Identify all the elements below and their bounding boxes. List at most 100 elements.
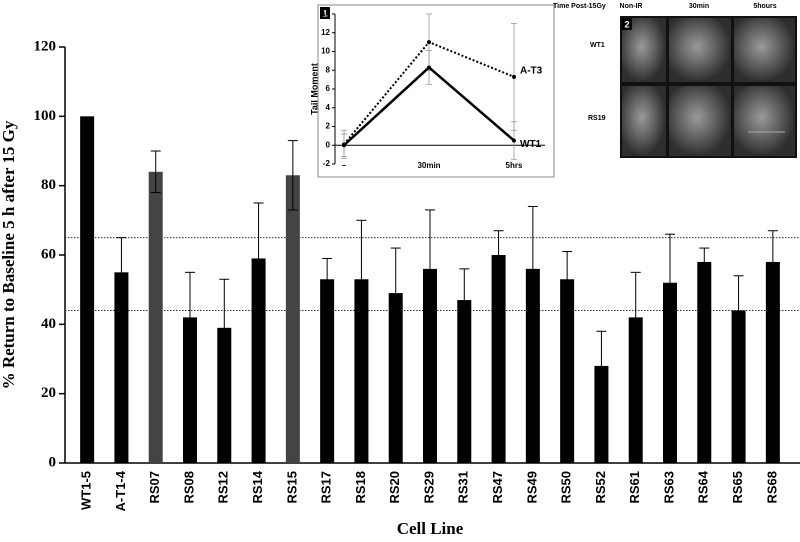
- panel-title: Time Post-15Gy: [553, 3, 606, 10]
- x-tick-label: RS18: [353, 471, 368, 504]
- bar: [114, 272, 129, 463]
- y-tick-label: 120: [34, 38, 57, 54]
- bar: [663, 282, 677, 463]
- y-tick-label: 20: [41, 385, 56, 401]
- point: [512, 74, 516, 79]
- micrograph: [622, 86, 666, 156]
- y-tick-label: 60: [41, 246, 56, 262]
- y-tick-label: 6: [326, 84, 331, 93]
- error-bar: [219, 278, 230, 377]
- y-tick-label: 14: [321, 9, 330, 18]
- x-tick-label: RS07: [147, 471, 162, 504]
- x-tick-label: 30min: [417, 161, 440, 170]
- y-tick-label: 12: [321, 28, 330, 37]
- x-tick-label: RS65: [730, 471, 745, 504]
- y-tick-label: 100: [34, 108, 57, 124]
- panel-badge: [622, 18, 632, 30]
- error-bar: [253, 202, 264, 315]
- micrograph: [734, 86, 795, 156]
- bar: [285, 175, 300, 463]
- y-axis-label: Tail Moment: [309, 63, 319, 115]
- error-bar: [562, 251, 573, 308]
- bar: [525, 268, 540, 463]
- error-bar: [356, 219, 367, 339]
- error-bar: [459, 268, 470, 332]
- error-bar: [185, 271, 195, 363]
- point: [427, 65, 431, 70]
- bar: [80, 116, 95, 463]
- panel-label: 2: [624, 19, 629, 29]
- y-tick-label: -2: [323, 159, 331, 168]
- bar: [765, 261, 780, 463]
- point: [512, 138, 516, 143]
- y-tick-label: 0: [49, 454, 57, 470]
- inset-frame: [317, 4, 555, 178]
- x-tick-label: RS49: [524, 471, 539, 504]
- x-tick-label: RS47: [490, 471, 505, 504]
- bar: [457, 300, 472, 463]
- bar: [731, 310, 746, 463]
- column-label: Non-IR: [620, 3, 643, 10]
- panel-label: 1: [322, 8, 327, 18]
- column-label: 30min: [689, 3, 709, 10]
- series-label: WT1: [520, 139, 542, 150]
- y-tick-label: 8: [326, 65, 331, 74]
- x-tick-label: 5hrs: [506, 161, 523, 170]
- y-tick-label: 80: [41, 177, 56, 193]
- x-tick-label: RS14: [250, 470, 265, 503]
- bar: [560, 279, 575, 463]
- y-tick-label: 10: [321, 47, 330, 56]
- x-tick-label: RS50: [559, 471, 574, 504]
- bar: [423, 268, 437, 463]
- bar: [251, 258, 266, 463]
- bar: [217, 327, 232, 463]
- bar: [491, 255, 506, 463]
- micrograph: [669, 86, 731, 156]
- error-bar: [150, 150, 161, 194]
- x-tick-label: RS17: [319, 471, 334, 504]
- bar: [183, 317, 197, 463]
- bar: [594, 365, 609, 463]
- x-tick-label: RS52: [593, 471, 608, 504]
- error-bar: [322, 257, 333, 301]
- row-label: WT1: [590, 42, 605, 49]
- x-tick-label: RS08: [181, 471, 196, 504]
- x-tick-label: RS20: [387, 471, 402, 504]
- error-bar: [699, 247, 710, 277]
- point: [427, 40, 431, 45]
- x-tick-label: –: [342, 161, 347, 170]
- error-bar: [425, 209, 435, 329]
- series-label: A-T3: [520, 65, 543, 76]
- error-bar: [767, 230, 778, 294]
- error-bar: [665, 233, 675, 332]
- y-tick-label: 0: [326, 140, 331, 149]
- error-bar: [116, 237, 127, 308]
- error-bar: [733, 275, 744, 346]
- error-bar: [390, 247, 401, 339]
- x-tick-label: RS68: [764, 471, 779, 504]
- x-tick-label: RS61: [627, 471, 642, 504]
- bar: [320, 279, 335, 463]
- x-tick-label: RS63: [661, 471, 676, 504]
- micrograph: [669, 18, 731, 82]
- x-tick-label: RS12: [216, 471, 231, 504]
- bar: [697, 261, 712, 463]
- panel-badge: [320, 7, 330, 19]
- x-tick-label: RS31: [456, 471, 471, 504]
- x-tick-label: A-T1-4: [113, 470, 128, 511]
- bar: [354, 279, 369, 463]
- micrograph: [734, 18, 795, 82]
- x-tick-label: RS64: [696, 470, 711, 503]
- y-tick-label: 4: [326, 103, 331, 112]
- error-bar: [596, 330, 607, 402]
- x-axis-label: Cell Line: [397, 519, 464, 538]
- column-label: 5hours: [753, 3, 776, 10]
- error-bar: [527, 205, 538, 332]
- error-bar: [630, 271, 641, 363]
- error-bar: [287, 140, 298, 211]
- point: [342, 143, 346, 148]
- x-tick-label: WT1-5: [79, 471, 94, 510]
- error-bar: [493, 230, 504, 280]
- y-tick-label: 2: [326, 122, 331, 131]
